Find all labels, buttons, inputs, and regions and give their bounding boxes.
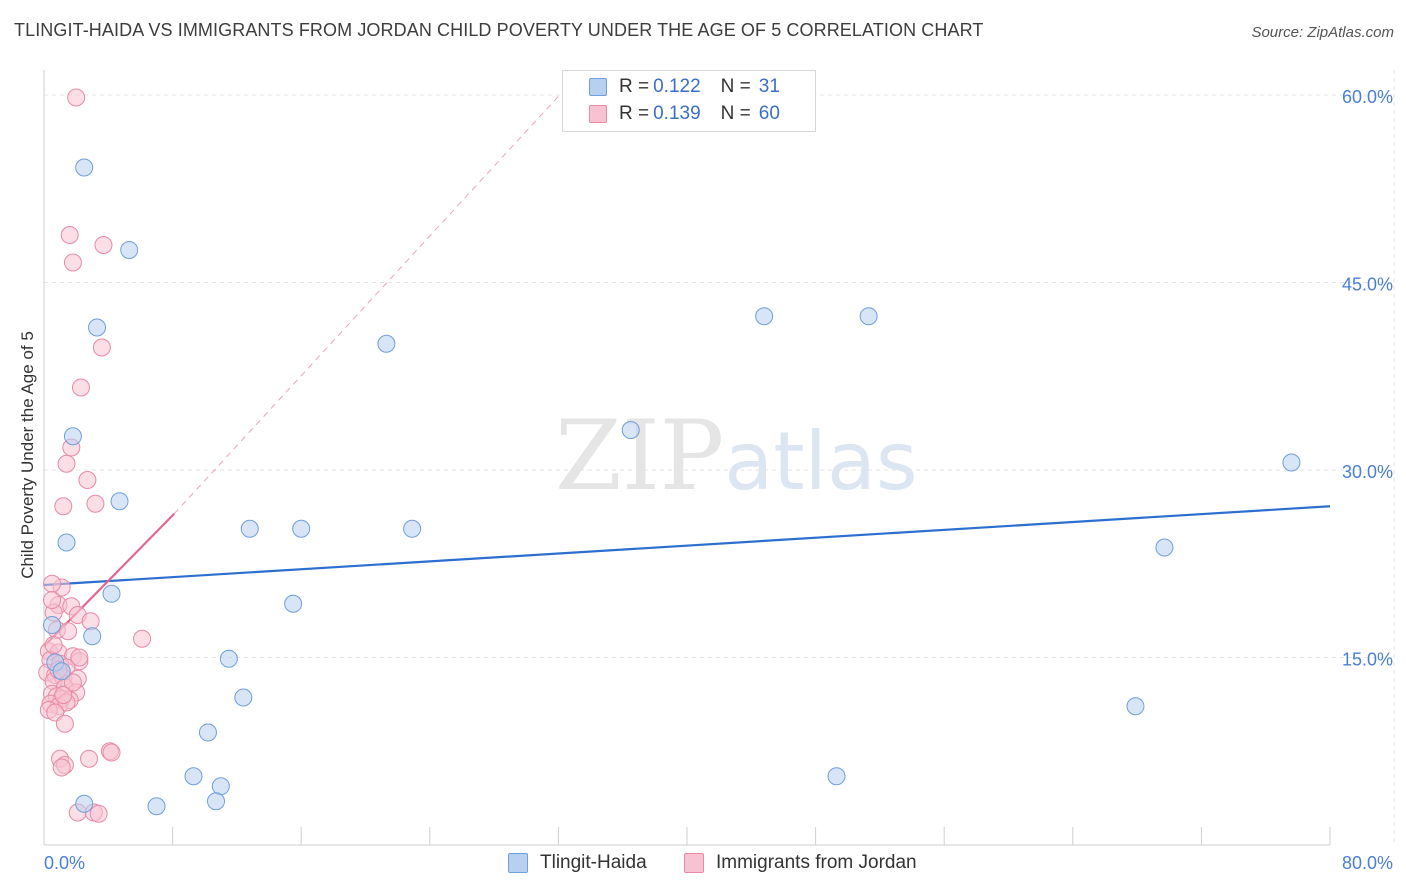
axes [43,70,1331,846]
legend-r-value: 0.122 [653,76,701,97]
bottom-legend-label: Tlingit-Haida [540,852,647,873]
x-tick-label: 0.0% [44,853,85,873]
data-point-tlingit-haida [102,584,121,603]
data-point-immigrants-from-jordan [133,629,152,648]
data-point-immigrants-from-jordan [57,454,76,473]
legend-r-value: 0.139 [653,103,701,124]
data-point-immigrants-from-jordan [78,471,97,489]
data-point-tlingit-haida [219,649,238,668]
data-point-tlingit-haida [1155,538,1174,557]
data-point-tlingit-haida [207,792,226,811]
data-point-tlingit-haida [147,797,166,816]
legend-n-label: N = [720,76,751,97]
data-point-tlingit-haida [292,519,311,538]
legend: R = 0.122 N = 31 R = 0.139 N = 60 [562,70,816,132]
data-point-tlingit-haida [1282,453,1301,472]
legend-r-label: R = [619,103,650,124]
data-point-tlingit-haida [184,767,203,786]
trend-extension-immigrants-from-jordan [173,95,559,515]
data-point-immigrants-from-jordan [54,497,73,516]
y-tick-label: 15.0% [1342,650,1393,670]
legend-n-value: 31 [758,76,780,97]
data-point-tlingit-haida [755,307,774,326]
data-point-immigrants-from-jordan [44,636,63,654]
data-point-tlingit-haida [284,594,303,613]
data-point-tlingit-haida [88,318,107,337]
data-point-tlingit-haida [120,241,139,259]
bottom-legend-label: Immigrants from Jordan [716,852,917,873]
legend-n-label: N = [720,103,751,124]
data-point-immigrants-from-jordan [80,749,99,768]
data-point-tlingit-haida [43,616,62,634]
data-point-immigrants-from-jordan [43,574,62,593]
source-credit: Source: ZipAtlas.com [1251,24,1394,41]
data-point-tlingit-haida [83,627,102,646]
legend-swatch-tlingit-haida [589,78,607,96]
data-point-immigrants-from-jordan [102,743,121,762]
watermark-zip: ZIP [555,400,725,512]
data-point-immigrants-from-jordan [81,612,100,631]
legend-row-tlingit-haida: R = 0.122 N = 31 [589,75,780,99]
data-point-tlingit-haida [75,794,94,813]
legend-r-label: R = [619,76,650,97]
data-point-tlingit-haida [827,767,846,786]
data-point-immigrants-from-jordan [67,88,86,107]
data-point-immigrants-from-jordan [55,714,74,733]
trend-line-tlingit-haida [43,505,1331,587]
data-point-immigrants-from-jordan [60,226,79,244]
chart-title: TLINGIT-HAIDA VS IMMIGRANTS FROM JORDAN … [14,20,984,40]
data-point-immigrants-from-jordan [63,673,82,692]
bottom-legend-immigrants-from-jordan: Immigrants from Jordan [684,852,917,874]
data-point-tlingit-haida [403,519,422,538]
data-point-tlingit-haida [211,777,230,796]
data-points [38,88,1301,823]
data-point-tlingit-haida [75,158,94,177]
data-point-immigrants-from-jordan [86,494,105,513]
legend-swatch-immigrants-from-jordan [589,105,607,123]
data-point-immigrants-from-jordan [71,378,90,397]
data-point-tlingit-haida [621,421,640,439]
x-tick-label: 80.0% [1342,853,1393,873]
grid [44,70,1395,845]
data-point-tlingit-haida [52,662,71,681]
data-point-immigrants-from-jordan [70,648,89,667]
data-point-tlingit-haida [1126,697,1145,716]
data-point-tlingit-haida [198,723,217,742]
bottom-legend-swatch-tlingit-haida [508,853,528,873]
data-point-immigrants-from-jordan [43,591,62,609]
legend-row-immigrants-from-jordan: R = 0.139 N = 60 [589,102,780,126]
data-point-immigrants-from-jordan [94,236,113,254]
data-point-immigrants-from-jordan [92,338,111,357]
y-tick-label: 45.0% [1342,275,1393,295]
data-point-tlingit-haida [63,427,82,446]
watermark-atlas: atlas [724,415,918,508]
watermark: ZIPatlas [555,400,918,512]
legend-n-value: 60 [758,103,780,124]
data-point-tlingit-haida [110,492,129,511]
data-point-immigrants-from-jordan [89,804,108,823]
y-tick-label: 60.0% [1342,87,1393,107]
tick-labels: 15.0% 30.0% 45.0% 60.0% 0.0% 80.0% [44,87,1393,873]
data-point-tlingit-haida [57,533,76,552]
data-point-tlingit-haida [234,688,253,707]
bottom-legend-swatch-immigrants-from-jordan [684,853,704,873]
data-point-tlingit-haida [240,519,259,538]
y-tick-label: 30.0% [1342,462,1393,482]
bottom-legend-tlingit-haida: Tlingit-Haida [508,852,647,874]
data-point-tlingit-haida [859,307,878,326]
data-point-tlingit-haida [377,334,396,353]
data-point-immigrants-from-jordan [63,253,82,272]
data-point-immigrants-from-jordan [54,686,73,704]
data-point-immigrants-from-jordan [52,758,71,777]
data-point-immigrants-from-jordan [59,622,78,641]
trend-lines [43,95,1331,648]
